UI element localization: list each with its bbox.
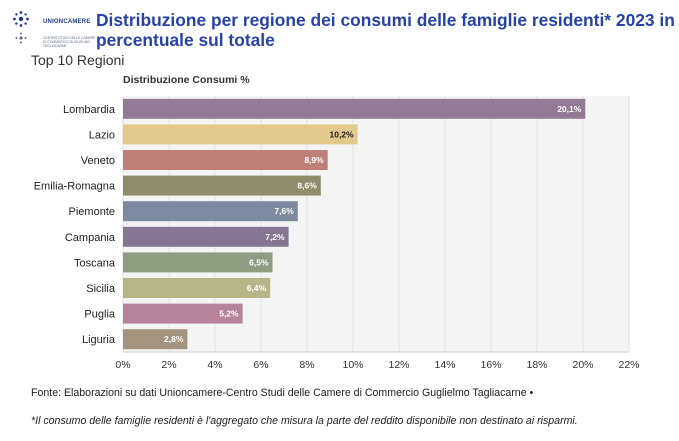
x-tick-label: 18% — [526, 359, 547, 368]
bar-veneto — [123, 150, 328, 170]
x-tick-label: 10% — [342, 359, 363, 368]
bar-piemonte — [123, 201, 298, 222]
x-tick-label: 4% — [207, 359, 222, 368]
category-label: Lombardia — [63, 104, 116, 116]
data-label: 7,6% — [274, 206, 294, 216]
chart-title: Distribuzione Consumi % — [123, 74, 250, 86]
category-label: Liguria — [82, 334, 116, 346]
x-tick-label: 16% — [480, 359, 501, 368]
category-label: Piemonte — [69, 206, 115, 218]
logo-name: UNIONCAMERE — [43, 19, 91, 25]
x-tick-label: 12% — [388, 359, 409, 368]
bar-toscana — [123, 252, 273, 273]
logo-mark-icon — [13, 11, 29, 44]
bar-campania — [123, 226, 289, 247]
footnote: *Il consumo delle famiglie residenti è l… — [31, 415, 578, 427]
page-title: Distribuzione per regione dei consumi de… — [96, 10, 675, 50]
data-label: 10,2% — [329, 129, 354, 139]
category-label: Sicilia — [86, 283, 116, 295]
data-label: 5,2% — [219, 309, 239, 319]
category-label: Puglia — [84, 309, 115, 321]
bar-lombardia — [123, 98, 586, 119]
data-label: 20,1% — [557, 104, 582, 114]
unioncamere-logo: UNIONCAMERE CENTRO STUDI DELLE CAMERE DI… — [10, 8, 96, 48]
x-tick-label: 8% — [299, 359, 314, 368]
chart-svg: Distribuzione Consumi % Lombardia 20,1% Laz… — [34, 74, 640, 371]
page-subtitle: Top 10 Regioni — [31, 52, 125, 68]
category-label: Emilia-Romagna — [34, 181, 116, 193]
x-tick-label: 6% — [253, 359, 268, 368]
data-label: 2,8% — [164, 334, 184, 344]
category-label: Veneto — [81, 155, 115, 167]
category-label: Toscana — [74, 257, 116, 269]
category-label: Lazio — [89, 129, 115, 141]
bar-liguria — [123, 329, 188, 350]
bar-chart: Distribuzione Consumi % Lombardia 20,1% Laz… — [0, 68, 679, 371]
bar-sicilia — [123, 278, 271, 298]
x-tick-label: 0% — [115, 359, 130, 368]
logo-subtitle: CENTRO STUDI DELLE CAMERE DI COMMERCIO G… — [43, 36, 96, 48]
data-label: 6,4% — [247, 283, 267, 293]
x-tick-label: 20% — [572, 359, 593, 368]
bar-emilia-romagna — [123, 175, 321, 196]
source-note: Fonte: Elaborazioni su dati Unioncamere-… — [31, 387, 534, 399]
category-label: Campania — [65, 232, 116, 244]
data-label: 7,2% — [265, 232, 285, 242]
x-tick-label: 2% — [161, 359, 176, 368]
data-label: 8,6% — [297, 181, 317, 191]
bar-puglia — [123, 303, 243, 324]
bar-lazio — [123, 124, 358, 145]
x-tick-label: 22% — [618, 359, 639, 368]
x-tick-label: 14% — [434, 359, 455, 368]
data-label: 6,5% — [249, 257, 269, 267]
data-label: 8,9% — [304, 155, 324, 165]
